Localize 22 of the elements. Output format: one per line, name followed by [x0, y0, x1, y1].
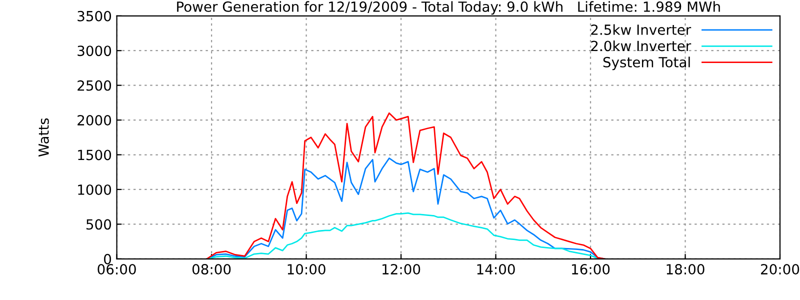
- x-tick-label: 08:00: [192, 264, 231, 275]
- legend-label: 2.5kw Inverter: [591, 24, 692, 35]
- y-tick-label: 0: [104, 254, 112, 264]
- legend-label: 2.0kw Inverter: [591, 40, 692, 52]
- y-tick-label: 2500: [78, 80, 112, 91]
- x-tick-label: 20:00: [761, 264, 800, 275]
- y-tick-label: 1500: [78, 150, 112, 160]
- x-tick-label: 12:00: [382, 264, 420, 275]
- legend-label: System Total: [603, 56, 690, 70]
- y-tick-label: 500: [86, 219, 112, 230]
- y-tick-label: 1000: [78, 184, 112, 195]
- y-tick-label: 2000: [78, 115, 112, 126]
- line-series: [206, 112, 606, 259]
- x-tick-label: 14:00: [477, 264, 515, 275]
- y-axis-title: Watts: [38, 118, 49, 157]
- x-tick-label: 16:00: [572, 264, 610, 275]
- y-tick-label: 3500: [78, 10, 112, 22]
- chart-title: Power Generation for 12/19/2009 - Total Today: 9.0 kWh Lifetime: 1.989 MWh: [177, 1, 720, 15]
- y-tick-label: 3000: [78, 46, 112, 56]
- x-tick-label: 06:00: [98, 264, 136, 275]
- x-tick-label: 10:00: [288, 264, 326, 275]
- x-tick-label: 18:00: [666, 264, 704, 275]
